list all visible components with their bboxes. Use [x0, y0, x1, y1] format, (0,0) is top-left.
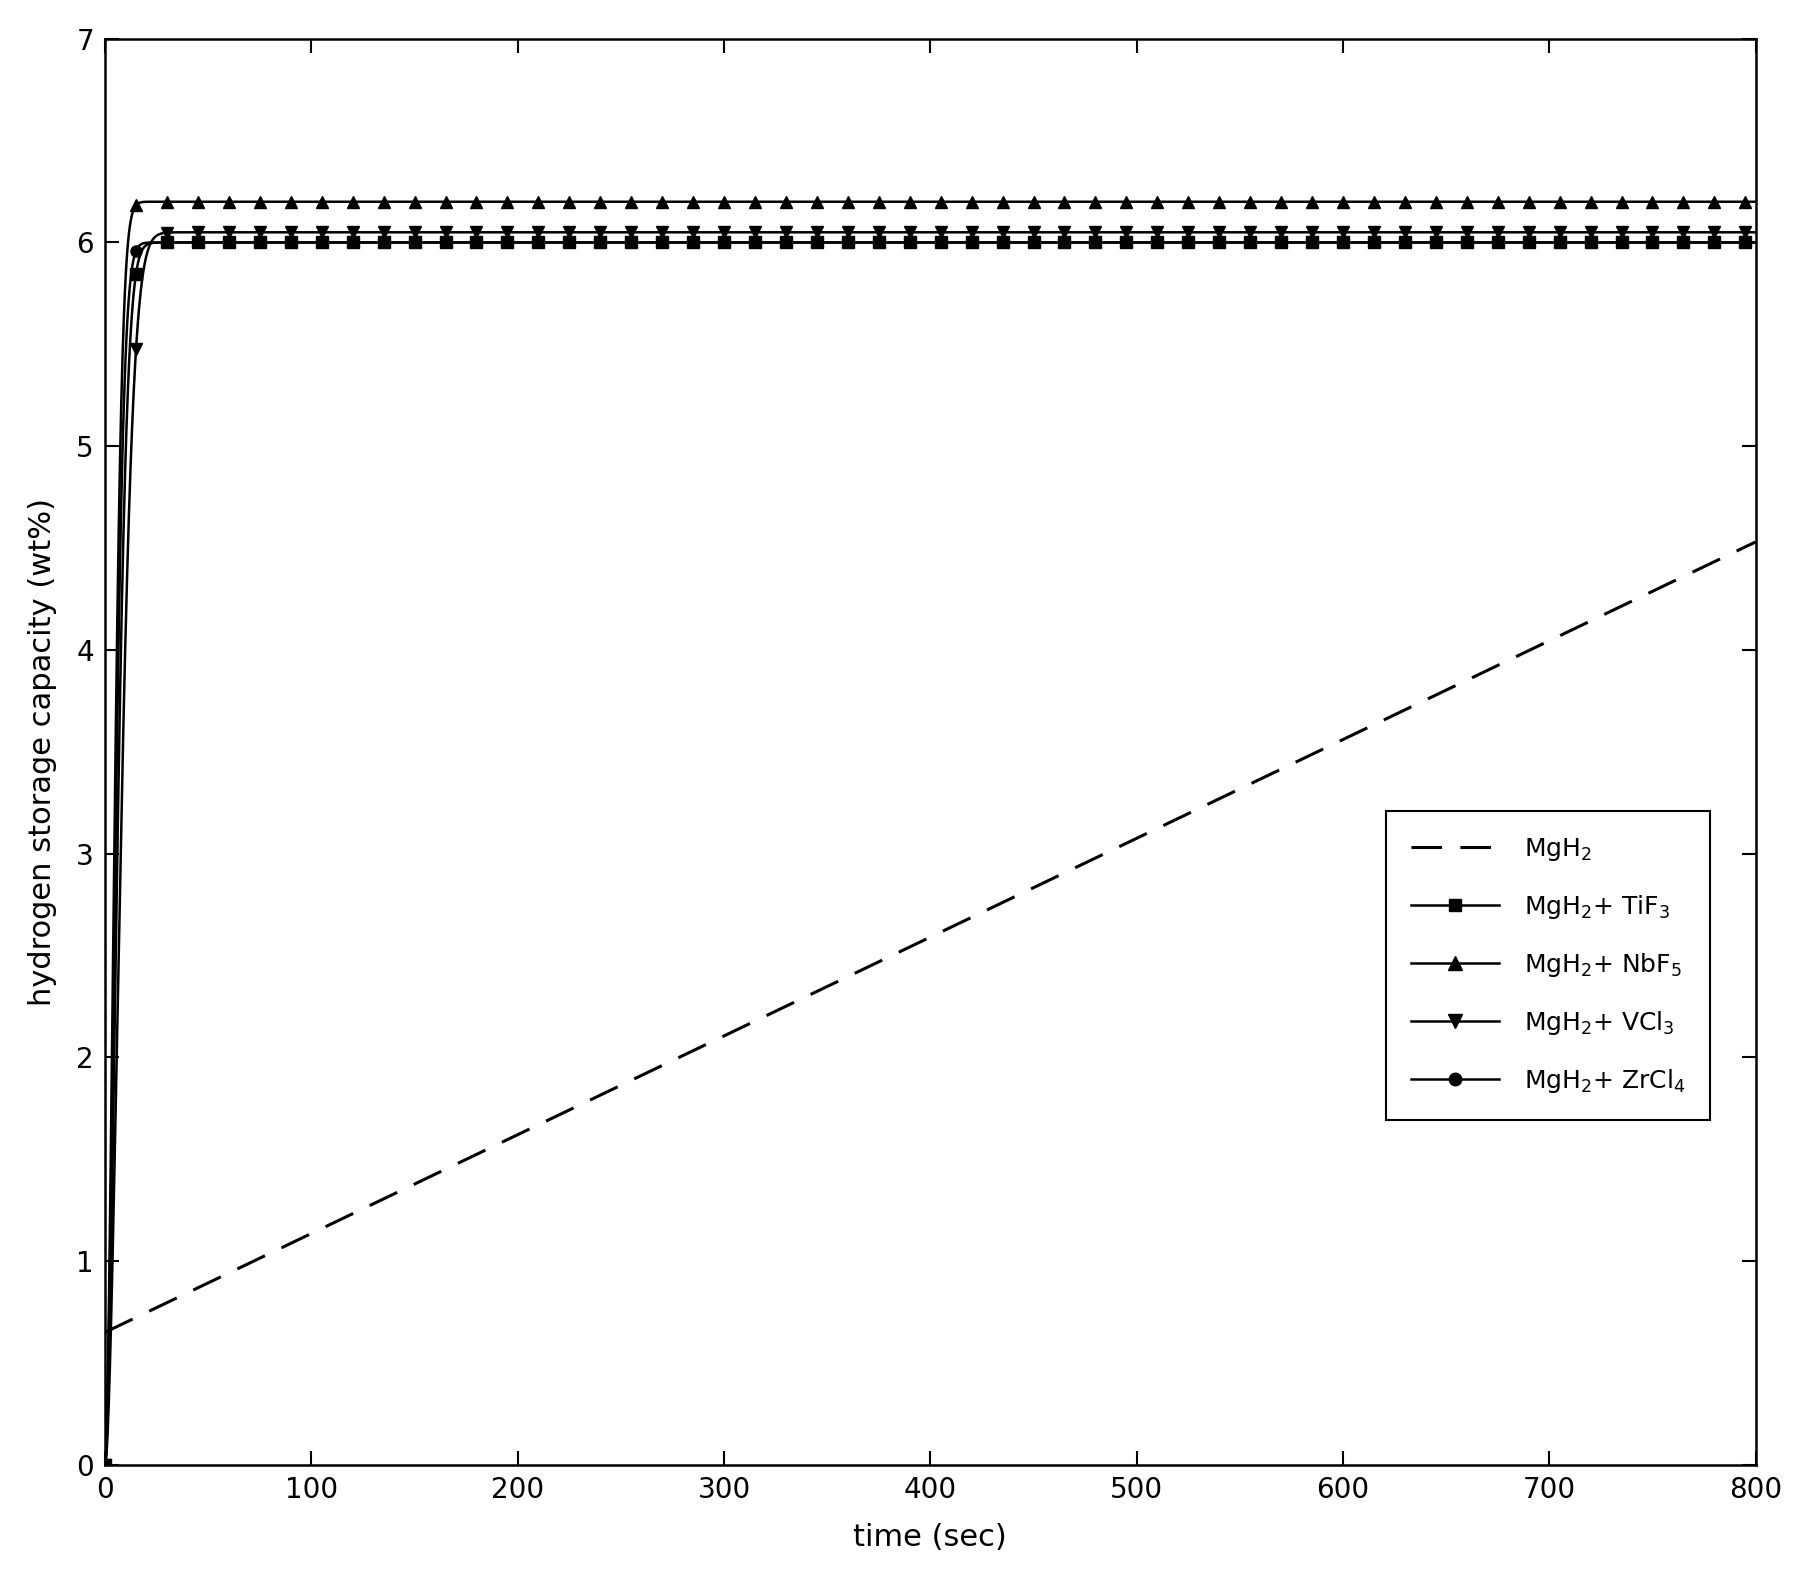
MgH$_2$ — [1084, 848, 1106, 867]
Legend: MgH$_2$, MgH$_2$+ TiF$_3$, MgH$_2$+ NbF$_5$, MgH$_2$+ VCl$_3$, MgH$_2$+ ZrCl$_4$: MgH$_2$, MgH$_2$+ TiF$_3$, MgH$_2$+ NbF$… — [1386, 811, 1710, 1120]
Line: MgH$_2$: MgH$_2$ — [105, 542, 1756, 1332]
MgH$_2$ — [1452, 673, 1473, 692]
MgH$_2$ — [1745, 532, 1767, 551]
MgH$_2$ — [1325, 733, 1347, 752]
MgH$_2$ — [724, 1021, 746, 1040]
X-axis label: time (sec): time (sec) — [854, 1523, 1006, 1552]
MgH$_2$ — [395, 1179, 416, 1198]
MgH$_2$ — [94, 1322, 116, 1341]
MgH$_2$ — [1167, 809, 1189, 828]
Y-axis label: hydrogen storage capacity (wt%): hydrogen storage capacity (wt%) — [27, 498, 56, 1006]
